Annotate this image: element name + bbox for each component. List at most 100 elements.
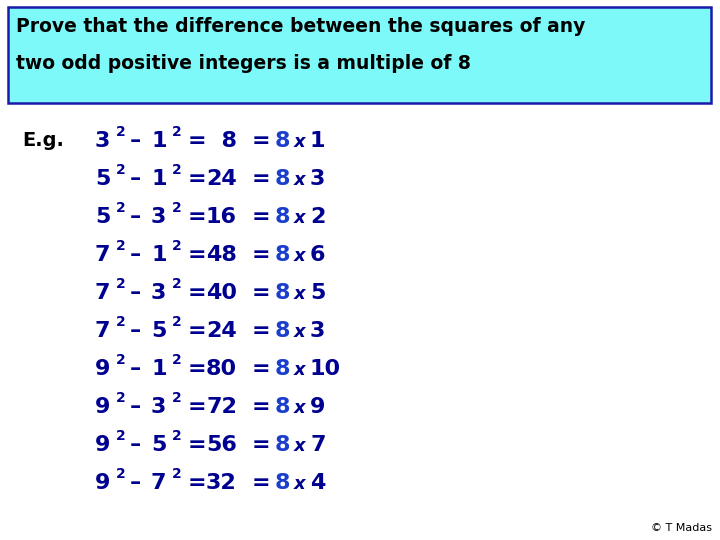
Text: x: x	[294, 247, 305, 265]
Text: x: x	[294, 323, 305, 341]
Text: 2: 2	[116, 163, 126, 177]
Text: 4: 4	[310, 473, 325, 493]
Text: 8: 8	[275, 397, 290, 417]
Text: 8: 8	[275, 359, 290, 379]
Text: –: –	[130, 131, 141, 151]
Text: =: =	[252, 131, 271, 151]
Text: 5: 5	[95, 207, 110, 227]
Text: =: =	[188, 435, 207, 455]
Text: 7: 7	[95, 283, 110, 303]
Text: 6: 6	[310, 245, 325, 265]
Text: 1: 1	[151, 359, 166, 379]
Text: 5: 5	[151, 321, 166, 341]
Text: 2: 2	[172, 353, 181, 367]
Text: 8: 8	[275, 169, 290, 189]
Text: 2: 2	[172, 391, 181, 405]
Text: 2: 2	[116, 353, 126, 367]
Text: 3: 3	[151, 397, 166, 417]
Text: 2: 2	[116, 201, 126, 215]
Text: –: –	[130, 207, 141, 227]
Text: 2: 2	[172, 163, 181, 177]
Text: 2: 2	[172, 125, 181, 139]
Text: 1: 1	[310, 131, 325, 151]
Text: 8: 8	[275, 245, 290, 265]
Text: 8: 8	[275, 283, 290, 303]
Text: x: x	[294, 285, 305, 303]
Text: 2: 2	[172, 467, 181, 481]
Text: =: =	[188, 131, 207, 151]
Text: 9: 9	[95, 435, 110, 455]
Text: =: =	[188, 359, 207, 379]
Text: =: =	[252, 321, 271, 341]
Text: x: x	[294, 475, 305, 493]
Text: two odd positive integers is a multiple of 8: two odd positive integers is a multiple …	[16, 54, 471, 73]
Text: =: =	[252, 359, 271, 379]
Text: 3: 3	[151, 283, 166, 303]
Text: =: =	[188, 207, 207, 227]
Text: 2: 2	[116, 277, 126, 291]
Text: 2: 2	[172, 315, 181, 329]
Text: 3: 3	[151, 207, 166, 227]
Text: =: =	[188, 397, 207, 417]
Text: 2: 2	[116, 315, 126, 329]
Text: 1: 1	[151, 245, 166, 265]
Text: 2: 2	[172, 429, 181, 443]
Text: 48: 48	[206, 245, 237, 265]
Text: 24: 24	[206, 321, 237, 341]
Text: 3: 3	[310, 321, 325, 341]
Text: 8: 8	[206, 131, 237, 151]
Text: 2: 2	[172, 201, 181, 215]
Text: x: x	[294, 171, 305, 189]
Text: 7: 7	[95, 321, 110, 341]
Text: –: –	[130, 473, 141, 493]
Text: E.g.: E.g.	[22, 131, 64, 150]
Text: 8: 8	[275, 321, 290, 341]
Text: 2: 2	[116, 391, 126, 405]
Text: 2: 2	[172, 277, 181, 291]
Text: –: –	[130, 359, 141, 379]
FancyBboxPatch shape	[8, 7, 711, 103]
Text: =: =	[188, 321, 207, 341]
Text: =: =	[252, 473, 271, 493]
Text: 7: 7	[310, 435, 325, 455]
Text: 9: 9	[95, 473, 110, 493]
Text: x: x	[294, 437, 305, 455]
Text: 1: 1	[151, 169, 166, 189]
Text: 8: 8	[275, 131, 290, 151]
Text: 9: 9	[95, 359, 110, 379]
Text: =: =	[188, 283, 207, 303]
Text: –: –	[130, 169, 141, 189]
Text: =: =	[252, 397, 271, 417]
Text: –: –	[130, 283, 141, 303]
Text: 5: 5	[151, 435, 166, 455]
Text: 40: 40	[206, 283, 237, 303]
Text: =: =	[252, 245, 271, 265]
Text: x: x	[294, 361, 305, 379]
Text: 72: 72	[206, 397, 237, 417]
Text: =: =	[252, 283, 271, 303]
Text: Prove that the difference between the squares of any: Prove that the difference between the sq…	[16, 17, 585, 36]
Text: 7: 7	[95, 245, 110, 265]
Text: © T Madas: © T Madas	[651, 523, 712, 533]
Text: 8: 8	[275, 435, 290, 455]
Text: 2: 2	[310, 207, 325, 227]
Text: 16: 16	[206, 207, 237, 227]
Text: 56: 56	[206, 435, 237, 455]
Text: 5: 5	[310, 283, 325, 303]
Text: =: =	[188, 473, 207, 493]
Text: 2: 2	[116, 467, 126, 481]
Text: =: =	[252, 435, 271, 455]
Text: 32: 32	[206, 473, 237, 493]
Text: 2: 2	[172, 239, 181, 253]
Text: –: –	[130, 245, 141, 265]
Text: 8: 8	[275, 207, 290, 227]
Text: 80: 80	[206, 359, 237, 379]
Text: x: x	[294, 209, 305, 227]
Text: x: x	[294, 133, 305, 151]
Text: 8: 8	[275, 473, 290, 493]
Text: 9: 9	[95, 397, 110, 417]
Text: –: –	[130, 397, 141, 417]
Text: 24: 24	[206, 169, 237, 189]
Text: 2: 2	[116, 239, 126, 253]
Text: 3: 3	[310, 169, 325, 189]
